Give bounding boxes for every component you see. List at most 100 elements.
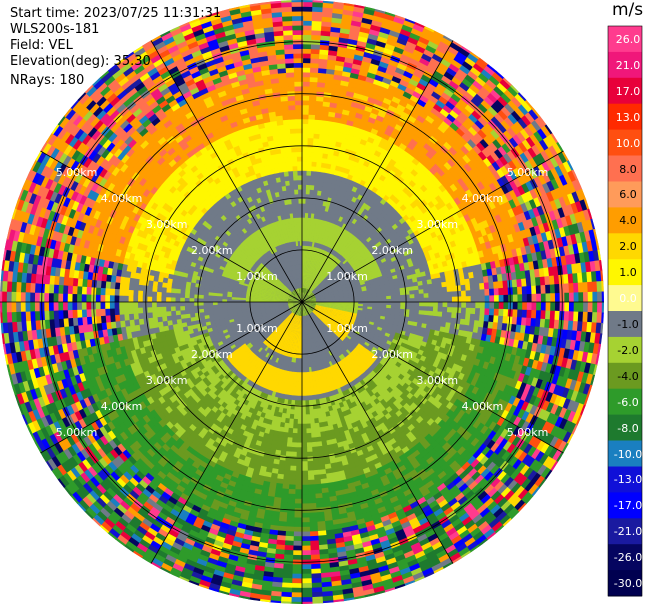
elevation-label: Elevation(deg): 35.30 bbox=[10, 54, 151, 69]
radar-gate bbox=[307, 212, 312, 219]
radar-gate bbox=[371, 19, 384, 28]
radar-gate bbox=[327, 54, 338, 61]
radar-gate bbox=[322, 148, 330, 155]
radar-gate bbox=[331, 130, 339, 138]
radar-gate bbox=[475, 289, 481, 297]
radar-gate bbox=[302, 48, 312, 54]
radar-gate bbox=[302, 287, 304, 293]
radar-gate bbox=[318, 138, 326, 145]
radar-gate bbox=[319, 49, 330, 56]
nrays-label: NRays: 180 bbox=[10, 73, 85, 88]
radar-gate bbox=[329, 140, 337, 147]
radar-gate bbox=[310, 255, 314, 262]
radar-gate bbox=[326, 221, 332, 228]
radar-gate bbox=[315, 105, 324, 111]
radar-gate bbox=[302, 25, 313, 31]
radar-gate bbox=[302, 207, 306, 213]
radar-gate bbox=[314, 175, 321, 182]
radar-gate bbox=[320, 35, 332, 42]
radar-gate bbox=[307, 222, 311, 228]
radar-gate bbox=[335, 141, 343, 148]
radar-gate bbox=[303, 254, 306, 260]
radar-gate bbox=[446, 291, 453, 298]
radar-gate bbox=[304, 278, 307, 284]
radar-gate bbox=[320, 30, 332, 37]
radar-gate bbox=[418, 293, 425, 299]
radar-gate bbox=[314, 124, 322, 130]
radar-gate bbox=[318, 58, 329, 65]
radar-gate bbox=[318, 180, 324, 187]
radar-gate bbox=[320, 234, 325, 240]
radar-gate bbox=[342, 157, 350, 164]
radar-gate bbox=[321, 21, 333, 28]
radar-gate bbox=[313, 251, 317, 257]
radar-gate bbox=[503, 287, 509, 296]
radar-gate bbox=[319, 176, 325, 183]
radar-gate bbox=[550, 302, 556, 312]
radar-gate bbox=[378, 60, 390, 69]
radar-gate bbox=[308, 279, 311, 285]
radar-gate bbox=[302, 20, 314, 26]
radar-gate bbox=[465, 302, 472, 309]
radar-gate bbox=[324, 172, 330, 179]
radar-gate bbox=[489, 302, 495, 310]
radar-gate bbox=[388, 29, 402, 39]
radar-gate bbox=[323, 230, 329, 237]
radar-gate bbox=[330, 218, 336, 224]
radar-gate bbox=[437, 292, 443, 298]
radar-gate bbox=[312, 6, 324, 13]
radar-gate bbox=[310, 213, 315, 219]
radar-gate bbox=[310, 44, 322, 50]
radar-gate bbox=[549, 310, 556, 321]
radar-gate bbox=[456, 307, 462, 314]
radar-gate bbox=[312, 147, 319, 153]
radar-gate bbox=[362, 12, 375, 21]
radar-info-panel: Start time: 2023/07/25 11:31:31 WLS200s-… bbox=[10, 6, 221, 89]
radar-gate bbox=[304, 222, 308, 228]
radar-gate bbox=[465, 284, 471, 292]
radar-gate bbox=[370, 87, 380, 96]
radar-gate bbox=[320, 239, 325, 245]
radar-gate bbox=[309, 222, 314, 228]
radar-gate bbox=[309, 260, 313, 266]
radar-gate bbox=[303, 283, 305, 289]
radar-gate bbox=[387, 34, 400, 43]
radar-gate bbox=[318, 253, 322, 259]
radar-gate bbox=[307, 137, 315, 144]
radar-gate bbox=[526, 309, 532, 319]
radar-gate bbox=[531, 302, 537, 312]
radar-gate bbox=[302, 165, 308, 171]
radar-gate bbox=[371, 83, 382, 91]
radar-gate bbox=[386, 38, 398, 47]
radar-gate bbox=[331, 88, 341, 95]
radar-gate bbox=[414, 302, 420, 307]
radar-gate bbox=[314, 180, 320, 187]
station-label: WLS200s-181 bbox=[10, 22, 100, 37]
radar-gate bbox=[321, 115, 329, 122]
radar-gate bbox=[461, 302, 467, 309]
radar-gate bbox=[313, 138, 320, 144]
radar-gate bbox=[314, 247, 318, 253]
radar-gate bbox=[601, 302, 604, 314]
radar-gate bbox=[578, 302, 584, 314]
radar-gate bbox=[601, 280, 604, 293]
radar-gate bbox=[302, 226, 305, 232]
radar-gate bbox=[321, 244, 326, 250]
radar-gate bbox=[390, 295, 397, 300]
radar-gate bbox=[313, 261, 317, 267]
radar-gate bbox=[309, 227, 313, 233]
radar-gate bbox=[370, 24, 383, 33]
radar-gate bbox=[326, 120, 335, 127]
radar-gate bbox=[302, 128, 309, 134]
radar-gate bbox=[308, 203, 313, 209]
radar-gate bbox=[303, 278, 305, 284]
radar-gate bbox=[323, 96, 332, 103]
radar-gate bbox=[545, 284, 551, 295]
radar-gate bbox=[322, 7, 335, 14]
radar-gate bbox=[311, 270, 315, 276]
radar-gate bbox=[304, 212, 309, 218]
radar-gate bbox=[545, 302, 551, 312]
radar-gate bbox=[305, 240, 309, 247]
radar-gate bbox=[302, 254, 304, 260]
radar-gate bbox=[317, 243, 322, 249]
